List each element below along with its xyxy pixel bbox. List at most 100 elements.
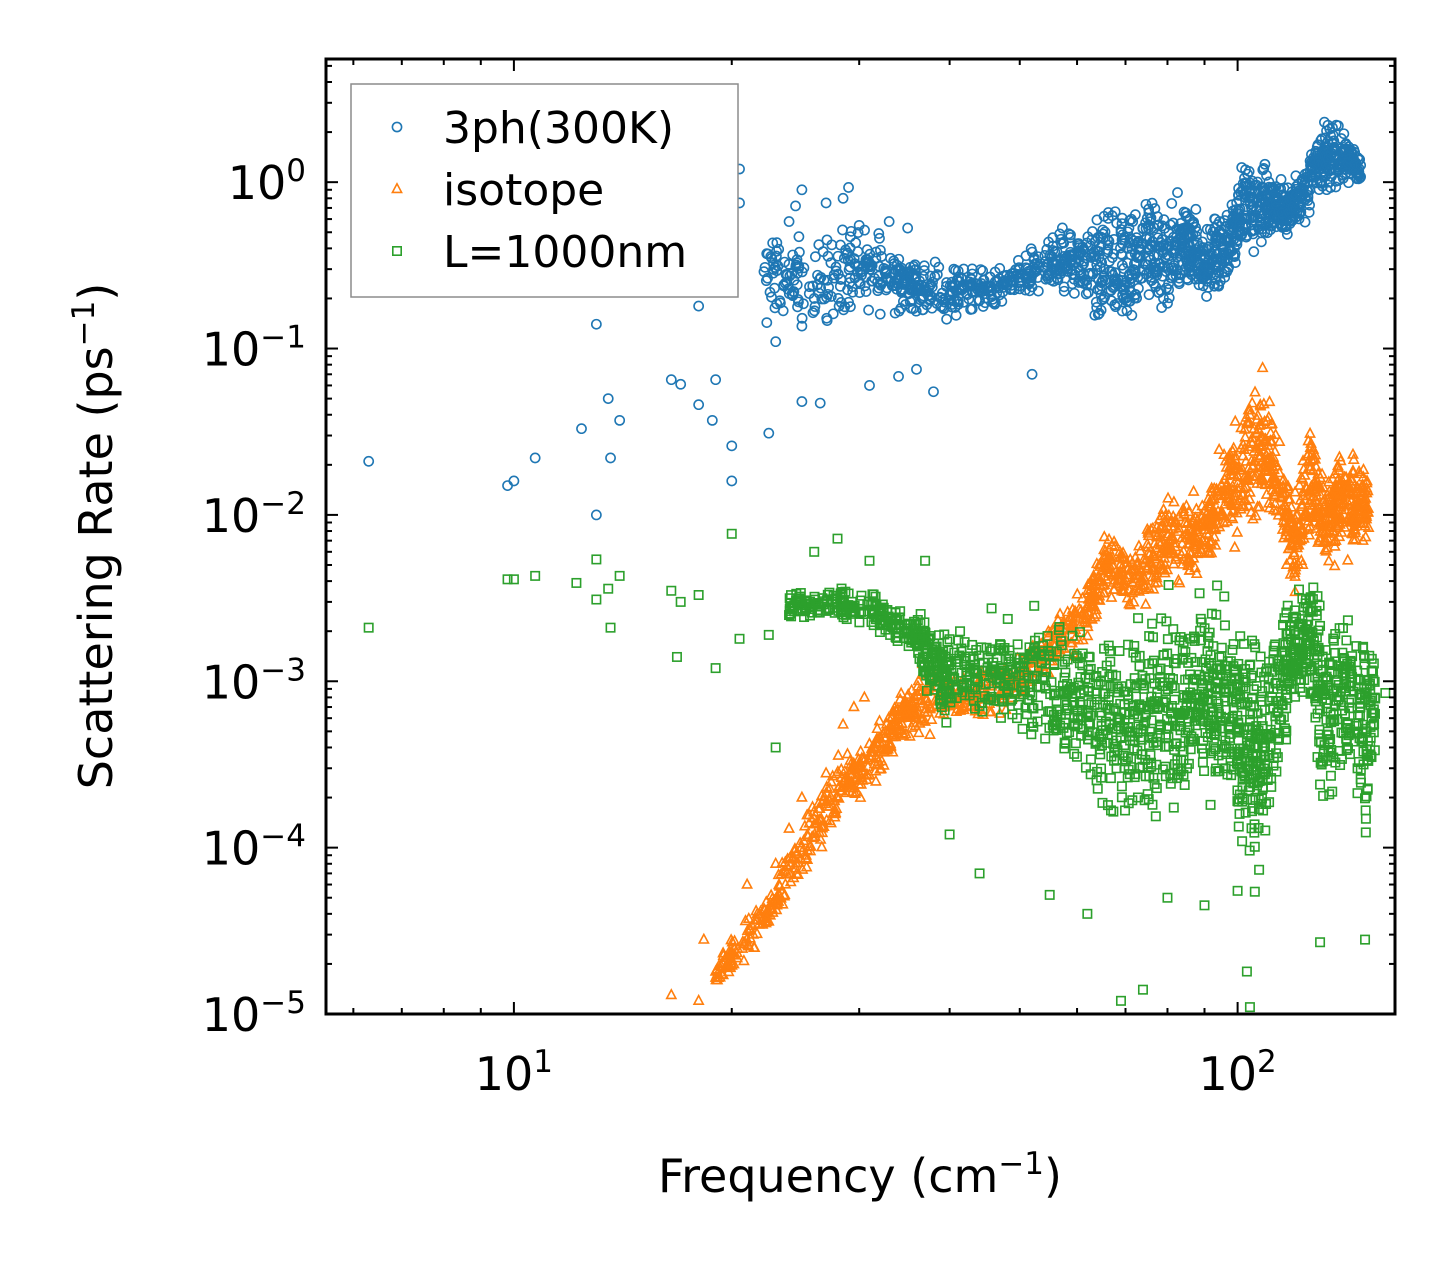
- triangle-point: [794, 836, 807, 848]
- triangle-point: [1107, 582, 1120, 594]
- square-point: [1130, 769, 1141, 780]
- circle-point: [952, 265, 964, 277]
- circle-point: [1056, 222, 1068, 234]
- square-point: [1031, 681, 1042, 692]
- triangle-point: [912, 726, 925, 738]
- circle-point: [1148, 222, 1160, 234]
- square-point: [1169, 694, 1180, 705]
- triangle-point: [739, 914, 752, 926]
- circle-point: [1326, 137, 1338, 149]
- circle-point: [910, 282, 922, 294]
- square-point: [939, 680, 950, 691]
- circle-point: [873, 228, 885, 239]
- triangle-point: [901, 689, 914, 701]
- triangle-point: [1310, 521, 1323, 533]
- circle-point: [1233, 189, 1244, 201]
- triangle-point: [835, 762, 848, 774]
- triangle-point: [1353, 464, 1366, 476]
- triangle-point: [1228, 540, 1241, 552]
- square-point: [1151, 759, 1162, 770]
- circle-point: [950, 309, 962, 321]
- triangle-point: [716, 955, 729, 968]
- circle-point: [1172, 264, 1183, 276]
- triangle-point: [1335, 486, 1348, 499]
- square-point: [1085, 754, 1096, 765]
- circle-point: [1268, 183, 1279, 195]
- circle-point: [929, 271, 941, 283]
- circle-point: [844, 242, 856, 254]
- triangle-point: [1268, 444, 1281, 456]
- triangle-point: [1052, 613, 1064, 625]
- square-point: [1007, 694, 1018, 705]
- triangle-point: [1177, 505, 1190, 517]
- circle-point: [665, 374, 677, 386]
- triangle-point: [1141, 561, 1154, 573]
- triangle-point: [1289, 563, 1302, 575]
- triangle-point: [1326, 472, 1339, 484]
- triangle-point: [806, 800, 819, 812]
- triangle-point: [1246, 396, 1259, 408]
- square-point: [791, 595, 802, 606]
- triangle-point: [1230, 506, 1243, 518]
- triangle-point: [799, 851, 812, 863]
- triangle-point: [1160, 519, 1173, 531]
- triangle-point: [1292, 525, 1305, 537]
- square-point: [1102, 800, 1113, 811]
- triangle-point: [1251, 408, 1264, 420]
- circle-point: [1142, 244, 1154, 256]
- circle-point: [1121, 295, 1133, 307]
- triangle-point: [1309, 448, 1322, 460]
- circle-point: [1047, 232, 1059, 244]
- triangle-point: [1334, 454, 1347, 466]
- circle-point: [1152, 219, 1164, 231]
- triangle-point: [1122, 568, 1135, 580]
- triangle-point: [832, 748, 845, 760]
- square-point: [1163, 741, 1174, 752]
- square-point: [964, 651, 975, 662]
- circle-point: [590, 318, 602, 330]
- square-point: [1071, 751, 1082, 762]
- triangle-point: [959, 691, 971, 703]
- circle-point: [790, 200, 801, 212]
- square-point: [1111, 763, 1122, 774]
- triangle-point: [1166, 543, 1179, 556]
- circle-point: [1182, 274, 1194, 286]
- circle-point: [1168, 265, 1179, 276]
- square-point: [1056, 640, 1067, 651]
- circle-point: [822, 250, 834, 262]
- square-point: [1138, 720, 1149, 731]
- triangle-point: [886, 718, 898, 730]
- square-point: [1144, 700, 1155, 711]
- square-point: [973, 677, 984, 688]
- square-point: [1048, 709, 1059, 720]
- circle-point: [1182, 210, 1193, 222]
- circle-point: [849, 258, 861, 270]
- circle-point: [864, 380, 875, 391]
- triangle-point: [823, 793, 835, 805]
- triangle-point: [925, 712, 938, 724]
- circle-point: [1257, 164, 1269, 176]
- triangle-point: [1283, 492, 1296, 504]
- square-point: [1069, 748, 1080, 759]
- triangle-point: [1157, 547, 1170, 559]
- circle-point: [883, 273, 894, 285]
- circle-point: [1306, 175, 1318, 187]
- triangle-point: [741, 877, 754, 889]
- circle-point: [967, 285, 979, 297]
- triangle-point: [1220, 477, 1233, 489]
- square-point: [915, 631, 926, 642]
- square-point: [1012, 713, 1023, 724]
- circle-point: [675, 378, 687, 390]
- square-point: [1138, 726, 1149, 737]
- square-point: [1097, 725, 1108, 736]
- circle-point: [853, 219, 865, 231]
- circle-point: [979, 292, 991, 304]
- circle-point: [576, 423, 587, 435]
- triangle-point: [1204, 537, 1217, 549]
- triangle-point: [1208, 491, 1221, 504]
- square-point: [843, 588, 854, 599]
- circle-point: [1252, 213, 1264, 224]
- triangle-point: [869, 774, 882, 786]
- square-point: [844, 600, 855, 611]
- triangle-point: [1223, 447, 1236, 459]
